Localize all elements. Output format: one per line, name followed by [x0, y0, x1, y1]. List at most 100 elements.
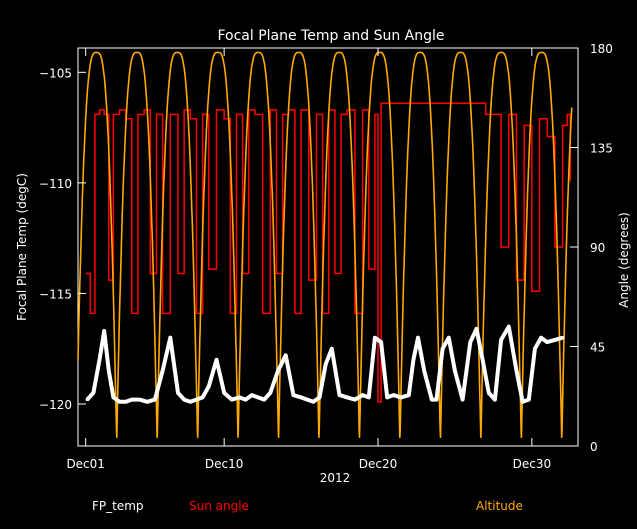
x-axis-label: 2012	[320, 471, 351, 485]
y-tick-label-right: 45	[590, 341, 605, 355]
fp-temp-point	[318, 395, 322, 399]
fp-temp-point	[207, 384, 211, 388]
x-tick-label: Dec10	[205, 457, 244, 471]
fp-temp-point	[487, 391, 491, 395]
y-tick-label-left: −110	[39, 177, 72, 191]
sun-angle-line	[85, 102, 572, 403]
fp-temp-point	[353, 398, 357, 402]
fp-temp-point	[379, 340, 383, 344]
fp-temp-point	[244, 398, 248, 402]
fp-temp-point	[238, 395, 242, 399]
fp-temp-point	[399, 395, 403, 399]
fp-temp-point	[330, 347, 334, 351]
fp-temp-point	[391, 393, 395, 397]
legend-fp-temp: FP_temp	[92, 499, 144, 513]
fp-temp-point	[201, 395, 205, 399]
fp-temp-point	[324, 362, 328, 366]
fp-temp-point	[188, 400, 192, 404]
fp-temp-point	[385, 395, 389, 399]
legend-altitude: Altitude	[476, 499, 523, 513]
fp-temp-point	[561, 336, 565, 340]
fp-temp-point	[539, 336, 543, 340]
fp-temp-point	[145, 400, 149, 404]
fp-temp-point	[461, 398, 465, 402]
fp-temp-point	[194, 398, 198, 402]
fp-temp-point	[230, 398, 234, 402]
fp-temp-point	[521, 400, 525, 404]
fp-temp-point	[411, 358, 415, 362]
fp-temp-point	[168, 336, 172, 340]
fp-temp-point	[107, 369, 111, 373]
fp-temp-point	[250, 393, 254, 397]
fp-temp-point	[153, 398, 157, 402]
series-sun-angle	[85, 102, 572, 403]
fp-temp-point	[98, 358, 102, 362]
fp-temp-point	[214, 358, 218, 362]
x-tick-label: Dec30	[513, 457, 552, 471]
fp-temp-point	[481, 358, 485, 362]
y-tick-label-right: 0	[590, 440, 598, 454]
fp-temp-point	[124, 400, 128, 404]
fp-temp-point	[499, 338, 503, 342]
fp-temp-point	[256, 395, 260, 399]
fp-temp-point	[338, 393, 342, 397]
legend-sun-angle: Sun angle	[189, 499, 249, 513]
y-tick-label-right: 90	[590, 241, 605, 255]
fp-temp-point	[468, 340, 472, 344]
series-altitude	[77, 51, 573, 438]
fp-temp-point	[553, 338, 557, 342]
fp-temp-point	[276, 369, 280, 373]
fp-temp-point	[507, 325, 511, 329]
fp-temp-point	[345, 395, 349, 399]
y-tick-label-left: −115	[39, 287, 72, 301]
fp-temp-point	[311, 400, 315, 404]
chart-title: Focal Plane Temp and Sun Angle	[217, 28, 444, 44]
fp-temp-point	[111, 395, 115, 399]
fp-temp-point	[514, 369, 518, 373]
fp-temp-point	[176, 391, 180, 395]
fp-temp-point	[493, 398, 497, 402]
fp-temp-point	[299, 395, 303, 399]
fp-temp-point	[441, 347, 445, 351]
fp-temp-point	[85, 398, 89, 402]
fp-temp-point	[453, 369, 457, 373]
y-tick-label-left: −105	[39, 66, 72, 80]
fp-temp-point	[130, 398, 134, 402]
fp-temp-point	[416, 336, 420, 340]
fp-temp-point	[430, 398, 434, 402]
fp-temp-point	[447, 336, 451, 340]
fp-temp-point	[545, 340, 549, 344]
y-tick-label-left: −120	[39, 398, 72, 412]
altitude-line	[77, 51, 573, 438]
fp-temp-point	[138, 398, 142, 402]
fp-temp-point	[91, 391, 95, 395]
fp-temp-point	[102, 329, 106, 333]
fp-temp-point	[434, 398, 438, 402]
fp-temp-point	[182, 398, 186, 402]
x-axis: Dec01 Dec10 Dec20 Dec30	[66, 48, 551, 471]
y-tick-label-right: 180	[590, 42, 613, 56]
series-fp-temp	[85, 324, 565, 404]
fp-temp-point	[118, 400, 122, 404]
fp-temp-point	[533, 347, 537, 351]
y-axis-right: 0 45 90 135 180	[570, 42, 613, 454]
fp-temp-point	[361, 393, 365, 397]
fp-temp-point	[291, 393, 295, 397]
fp-temp-point	[161, 369, 165, 373]
fp-temp-point	[284, 353, 288, 357]
fp-temp-point	[268, 391, 272, 395]
fp-temp-point	[474, 327, 478, 331]
y-axis-left: −105 −110 −115 −120	[39, 66, 86, 412]
fp-temp-point	[373, 336, 377, 340]
x-tick-label: Dec20	[359, 457, 398, 471]
fp-temp-point	[422, 369, 426, 373]
x-tick-label: Dec01	[66, 457, 105, 471]
fp-temp-point	[222, 391, 226, 395]
y-axis-label-left: Focal Plane Temp (degC)	[15, 173, 29, 321]
fp-temp-point	[527, 398, 531, 402]
fp-temp-point	[305, 398, 309, 402]
y-tick-label-right: 135	[590, 142, 613, 156]
fp-temp-point	[367, 395, 371, 399]
y-axis-label-right: Angle (degrees)	[617, 212, 631, 308]
